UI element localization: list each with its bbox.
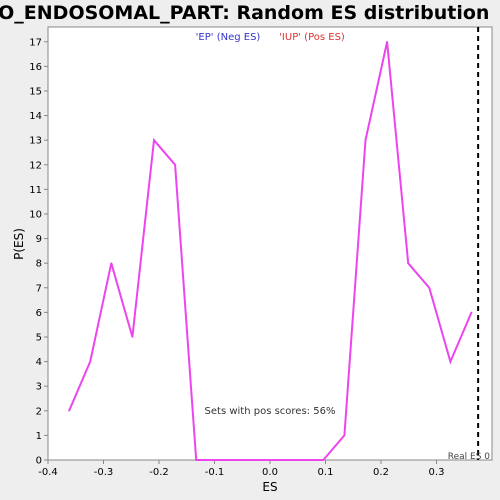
data-point <box>68 409 70 412</box>
x-axis-label: ES <box>262 480 277 494</box>
x-tick-label: 0.2 <box>373 467 389 478</box>
x-tick-label: -0.4 <box>38 467 58 478</box>
data-point <box>153 139 155 141</box>
y-axis-label: P(ES) <box>12 228 26 260</box>
x-tick-label: 0.1 <box>318 467 334 478</box>
series-line <box>68 41 473 461</box>
y-tick-label: 9 <box>36 234 42 245</box>
data-point <box>364 139 367 141</box>
data-point <box>322 459 325 461</box>
x-axis: -0.4 -0.3 -0.2 -0.1 0.0 0.1 0.2 0.3 <box>38 460 444 478</box>
y-tick-label: 3 <box>36 382 42 393</box>
real-es-label: Real ES 0 <box>448 452 491 462</box>
y-tick-label: 7 <box>36 283 42 294</box>
x-tick-label: -0.2 <box>149 467 169 478</box>
chart-title: GO_ENDOSOMAL_PART: Random ES distributio… <box>0 2 489 24</box>
pos-score-annotation: Sets with pos scores: 56% <box>205 406 336 417</box>
y-tick-label: 12 <box>29 160 42 171</box>
data-point <box>216 459 219 461</box>
y-tick-label: 0 <box>36 456 42 467</box>
data-point <box>258 459 261 461</box>
x-tick-label: -0.3 <box>94 467 114 478</box>
y-tick-label: 8 <box>36 259 42 270</box>
data-point <box>343 434 346 437</box>
legend-pos-es: 'IUP' (Pos ES) <box>279 32 345 43</box>
legend-neg-es: 'EP' (Neg ES) <box>196 32 261 43</box>
data-point <box>386 40 388 43</box>
x-tick-label: 0.3 <box>429 467 445 478</box>
data-point <box>131 336 134 338</box>
y-tick-label: 16 <box>29 62 42 73</box>
plot-area <box>47 26 493 461</box>
y-tick-label: 2 <box>36 406 42 417</box>
y-tick-label: 15 <box>29 86 42 97</box>
y-tick-label: 17 <box>29 37 42 48</box>
data-point <box>301 459 303 461</box>
data-point <box>407 262 409 264</box>
y-tick-label: 10 <box>29 209 42 220</box>
series-group <box>68 40 473 461</box>
y-tick-label: 11 <box>29 185 42 196</box>
x-tick-label: -0.1 <box>205 467 225 478</box>
y-tick-label: 14 <box>29 111 42 122</box>
y-tick-label: 1 <box>36 431 42 442</box>
data-point <box>449 360 452 363</box>
x-tick-label: 0.0 <box>262 467 278 478</box>
data-point <box>174 163 176 166</box>
data-point <box>280 459 282 461</box>
data-point <box>470 311 473 314</box>
y-tick-label: 4 <box>36 357 42 368</box>
y-tick-label: 6 <box>36 308 42 319</box>
data-point <box>195 459 197 461</box>
data-point <box>110 262 113 264</box>
data-point <box>89 360 91 363</box>
legend: 'EP' (Neg ES) 'IUP' (Pos ES) <box>196 32 345 43</box>
y-tick-label: 5 <box>36 332 42 343</box>
data-point <box>428 286 431 289</box>
y-tick-label: 13 <box>29 136 42 147</box>
data-point <box>237 459 240 461</box>
